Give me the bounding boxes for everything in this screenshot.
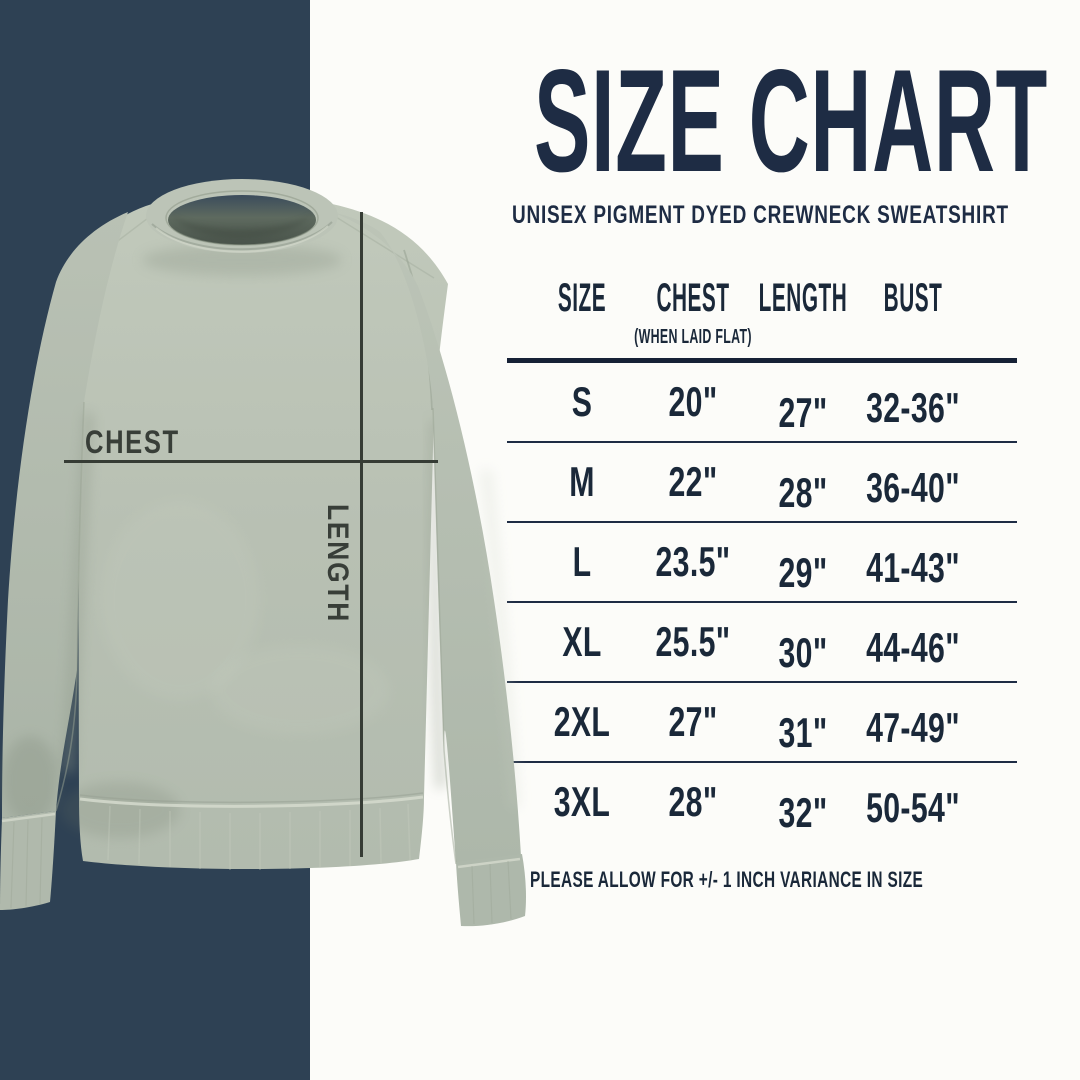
sweatshirt-body <box>60 195 448 870</box>
size-table: (WHEN LAID FLAT) SIZE CHEST LENGTH BUST S 20… <box>507 268 1017 848</box>
cell-bust: 41-43" <box>866 544 960 591</box>
cell-size: 3XL <box>553 778 611 825</box>
cell-length: 31" <box>778 709 828 756</box>
cell-size: XL <box>562 618 602 665</box>
cell-chest: 23.5" <box>655 538 731 585</box>
table-row-xl: XL 25.5" 30" 44-46" <box>507 603 1017 683</box>
cell-chest: 27" <box>668 698 718 745</box>
cell-bust: 32-36" <box>866 384 960 431</box>
cell-bust: 44-46" <box>866 624 960 671</box>
size-table-header: (WHEN LAID FLAT) SIZE CHEST LENGTH BUST <box>507 268 1017 358</box>
table-row-s: S 20" 27" 32-36" <box>507 363 1017 443</box>
left-sleeve <box>2 212 128 824</box>
chest-label: CHEST <box>85 424 180 460</box>
length-measurement-line <box>360 212 363 857</box>
right-sleeve <box>332 212 521 865</box>
length-label: LENGTH <box>321 504 354 624</box>
page-title: SIZE CHART <box>534 39 1048 202</box>
left-cuff <box>0 811 56 910</box>
column-header-bust: BUST <box>883 276 943 320</box>
right-cuff <box>456 854 526 927</box>
page-subtitle: UNISEX PIGMENT DYED CREWNECK SWEATSHIRT <box>512 201 1009 229</box>
cell-chest: 25.5" <box>655 618 731 665</box>
sweatshirt-collar <box>146 179 338 253</box>
column-header-chest: CHEST <box>656 276 730 320</box>
chest-measurement-line <box>64 460 438 463</box>
cell-length: 28" <box>778 469 828 516</box>
cell-chest: 20" <box>668 378 718 425</box>
cell-length: 32" <box>778 789 828 836</box>
cell-length: 29" <box>778 549 828 596</box>
variance-note: PLEASE ALLOW FOR +/- 1 INCH VARIANCE IN … <box>530 867 924 892</box>
cell-size: L <box>572 538 592 585</box>
cell-bust: 36-40" <box>866 464 960 511</box>
cell-chest: 28" <box>668 778 718 825</box>
cell-size: M <box>569 458 595 505</box>
column-header-size: SIZE <box>557 276 607 320</box>
cell-length: 30" <box>778 629 828 676</box>
header-rule <box>507 358 1017 363</box>
cell-size: 2XL <box>553 698 611 745</box>
cell-bust: 47-49" <box>866 704 960 751</box>
column-header-length: LENGTH <box>758 276 848 320</box>
cell-size: S <box>571 378 593 425</box>
size-table-rows: S 20" 27" 32-36" M 22" 28" 36-40" L 23.5" 29" 41-43… <box>507 363 1017 843</box>
cell-chest: 22" <box>668 458 718 505</box>
cell-bust: 50-54" <box>866 784 960 831</box>
table-row-3xl: 3XL 28" 32" 50-54" <box>507 763 1017 843</box>
table-row-l: L 23.5" 29" 41-43" <box>507 523 1017 603</box>
cell-length: 27" <box>778 389 828 436</box>
table-row-2xl: 2XL 27" 31" 47-49" <box>507 683 1017 763</box>
chest-subnote: (WHEN LAID FLAT) <box>634 326 752 348</box>
table-row-m: M 22" 28" 36-40" <box>507 443 1017 523</box>
sweatshirt-photo <box>0 179 526 927</box>
